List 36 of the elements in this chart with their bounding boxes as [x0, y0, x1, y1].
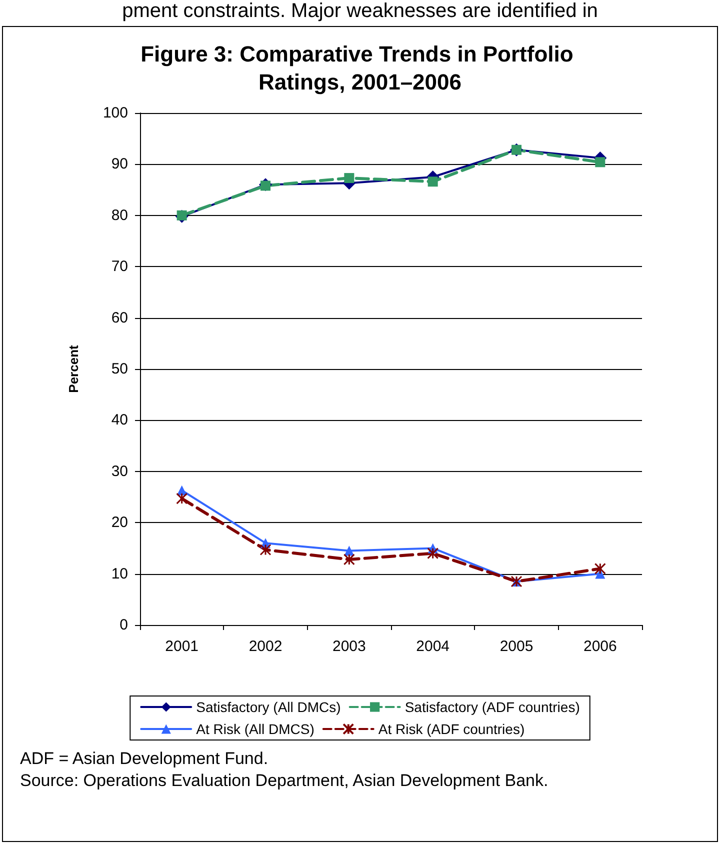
x-tick-label: 2003 [332, 638, 366, 655]
point [260, 544, 272, 556]
x-tick-label: 2005 [500, 638, 534, 655]
text: pment constraints. Major weaknesses are identified in [121, 0, 599, 22]
y-tick-label: 30 [111, 462, 128, 480]
x-tick-label: 2002 [248, 638, 282, 655]
point [176, 210, 187, 220]
point [176, 492, 188, 504]
legend-label: At Risk (ADF countries) [378, 721, 525, 737]
y-tick-label: 100 [102, 104, 128, 122]
point [260, 180, 270, 191]
legend-label: Satisfactory (ADF countries) [404, 699, 580, 715]
point [428, 176, 438, 187]
y-tick-label: 50 [111, 360, 128, 378]
y-tick-label: 70 [111, 258, 128, 276]
point [427, 548, 439, 560]
y-tick-label: 60 [111, 309, 128, 326]
y-tick-label: 20 [111, 514, 128, 532]
x-tick-label: 2001 [165, 638, 199, 655]
source-note: Source: Operations Evaluation Department, Asian Development Bank. [20, 770, 548, 792]
y-tick-label: 40 [111, 412, 128, 429]
legend-label: At Risk (All DMCS) [196, 721, 314, 737]
chart-title: Figure 3: Comparative Trends in Portfolio Ratings, 2001–2006 [140, 42, 580, 94]
point [594, 562, 606, 574]
point [344, 173, 354, 184]
y-tick-label: 0 [120, 616, 128, 634]
y-axis-title: Percent [66, 344, 81, 393]
y-tick-label: 10 [111, 565, 128, 582]
point [595, 157, 606, 168]
legend-label: Satisfactory (All DMCs) [196, 699, 341, 715]
y-tick-label: 90 [111, 156, 128, 173]
point [343, 554, 355, 566]
x-tick-label: 2004 [416, 638, 450, 655]
x-tick-label: 2006 [583, 638, 617, 655]
y-tick-label: 80 [111, 206, 128, 224]
text: ADF = Asian Development Fund. [20, 748, 270, 770]
